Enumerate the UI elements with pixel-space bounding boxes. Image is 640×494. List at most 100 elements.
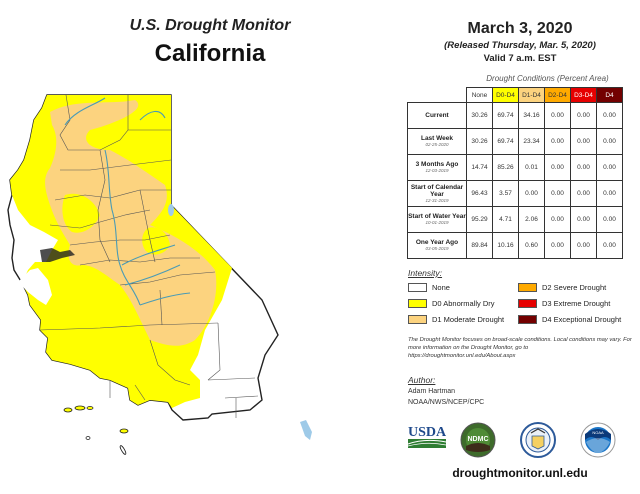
cell: 0.00 (570, 232, 597, 259)
row-date: 12-31-2019 (425, 197, 449, 203)
row-date: 10-01-2019 (425, 220, 449, 225)
col-d2-d4: D2-D4 (544, 87, 571, 103)
cell: 0.60 (518, 232, 545, 259)
legend-title: Intensity: (408, 268, 443, 278)
legend-swatch (518, 299, 537, 308)
cell: 34.16 (518, 102, 545, 129)
col-d0-d4: D0-D4 (492, 87, 519, 103)
table-row: Start of Water Year 10-01-2019 95.29 4.71… (407, 206, 623, 233)
cell: 96.43 (466, 180, 493, 207)
author-name: Adam Hartman (408, 388, 456, 395)
disclaimer-text: The Drought Monitor focuses on broad-sca… (408, 337, 632, 359)
d1-moderate-drought-area (45, 100, 217, 346)
legend-swatch (518, 283, 537, 292)
row-label: Start of Calendar Year 12-31-2019 (407, 180, 467, 207)
legend-swatch (408, 299, 427, 308)
cell: 95.29 (466, 206, 493, 233)
lake-tahoe (168, 204, 174, 216)
legend-item-d3: D3 Extreme Drought (518, 299, 610, 308)
state-title: California (154, 40, 266, 67)
cell: 0.00 (544, 206, 571, 233)
legend-item-d0: D0 Abnormally Dry (408, 299, 495, 308)
cell: 0.00 (518, 180, 545, 207)
row-label: Last Week 02-25-2020 (407, 128, 467, 155)
salton-sea (300, 420, 312, 440)
noaa-logo-icon: NOAA (580, 422, 616, 458)
cell: 23.34 (518, 128, 545, 155)
table-row: Current 30.26 69.74 34.16 0.00 0.00 0.00 (407, 102, 623, 129)
cell: 0.00 (570, 154, 597, 181)
col-d3-d4: D3-D4 (570, 87, 597, 103)
row-label: Current (407, 102, 467, 129)
legend-item-none: None (408, 283, 450, 292)
cell: 0.00 (596, 128, 623, 155)
cell: 69.74 (492, 128, 519, 155)
cell: 89.84 (466, 232, 493, 259)
cell: 14.74 (466, 154, 493, 181)
cell: 0.00 (570, 206, 597, 233)
california-drought-map (7, 94, 312, 455)
author-heading: Author: (408, 375, 436, 385)
row-date: 03-05-2019 (425, 246, 449, 251)
row-label: Start of Water Year 10-01-2019 (407, 206, 467, 233)
legend-item-d4: D4 Exceptional Drought (518, 315, 621, 324)
program-title: U.S. Drought Monitor (129, 17, 291, 34)
table-header-row: None D0-D4 D1-D4 D2-D4 D3-D4 D4 (408, 87, 623, 103)
legend-label: D3 Extreme Drought (542, 299, 611, 308)
legend-label: None (432, 283, 450, 292)
legend-item-d1: D1 Moderate Drought (408, 315, 504, 324)
d0-pocket (62, 193, 100, 233)
release-date: (Released Thursday, Mar. 5, 2020) (444, 40, 596, 51)
cell: 0.00 (596, 232, 623, 259)
ndmc-logo-icon: NDMC (460, 422, 496, 458)
col-none: None (466, 87, 493, 103)
cell: 0.00 (570, 102, 597, 129)
cell: 0.00 (544, 180, 571, 207)
table-row: Start of Calendar Year 12-31-2019 96.43 3… (407, 180, 623, 207)
row-date: 02-25-2020 (425, 142, 449, 147)
cell: 0.00 (570, 128, 597, 155)
table-row: 3 Months Ago 12-03-2019 14.74 85.26 0.01 … (407, 154, 623, 181)
svg-text:NDMC: NDMC (468, 436, 489, 443)
legend-swatch (518, 315, 537, 324)
cell: 0.00 (596, 206, 623, 233)
cell: 10.16 (492, 232, 519, 259)
legend-label: D1 Moderate Drought (432, 315, 505, 324)
row-label: One Year Ago 03-05-2019 (407, 232, 467, 259)
row-label: 3 Months Ago 12-03-2019 (407, 154, 467, 181)
partner-logos: USDA NDMC NOAA (407, 422, 616, 458)
website-url[interactable]: droughtmonitor.unl.edu (452, 466, 588, 480)
svg-text:USDA: USDA (408, 425, 447, 440)
drought-conditions-table: None D0-D4 D1-D4 D2-D4 D3-D4 D4 Current … (407, 87, 623, 259)
table-row: Last Week 02-25-2020 30.26 69.74 23.34 0.… (407, 128, 623, 155)
cell: 2.06 (518, 206, 545, 233)
channel-islands (63, 405, 129, 455)
cell: 0.00 (544, 232, 571, 259)
author-org: NOAA/NWS/NCEP/CPC (408, 399, 485, 406)
col-d1-d4: D1-D4 (518, 87, 545, 103)
cell: 30.26 (466, 102, 493, 129)
cell: 0.00 (596, 154, 623, 181)
col-d4: D4 (596, 87, 623, 103)
table-row: One Year Ago 03-05-2019 89.84 10.16 0.60 … (407, 232, 623, 259)
sf-bay (40, 248, 75, 262)
cell: 0.00 (544, 128, 571, 155)
commerce-seal-icon (520, 422, 556, 458)
cell: 3.57 (492, 180, 519, 207)
cell: 4.71 (492, 206, 519, 233)
cell: 69.74 (492, 102, 519, 129)
legend-swatch (408, 283, 427, 292)
row-date: 12-03-2019 (425, 168, 449, 173)
legend-swatch (408, 315, 427, 324)
svg-text:NOAA: NOAA (592, 430, 604, 435)
cell: 0.00 (544, 154, 571, 181)
cell: 0.00 (544, 102, 571, 129)
cell: 0.01 (518, 154, 545, 181)
rivers (64, 97, 191, 306)
central-coast-none-area (18, 268, 52, 305)
cell: 85.26 (492, 154, 519, 181)
legend-label: D0 Abnormally Dry (432, 299, 495, 308)
cell: 30.26 (466, 128, 493, 155)
cell: 0.00 (596, 102, 623, 129)
valid-time: Valid 7 a.m. EST (483, 53, 557, 64)
